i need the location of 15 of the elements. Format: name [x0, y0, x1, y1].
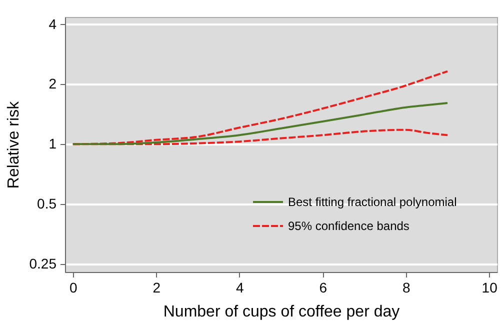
y-axis-title: Relative risk — [5, 100, 22, 189]
y-tick-label: 1 — [48, 136, 57, 152]
y-tick-label: 4 — [48, 16, 57, 32]
x-tick-label: 8 — [402, 280, 410, 296]
x-tick-label: 2 — [152, 280, 161, 296]
legend-label: Best fitting fractional polynomial — [288, 195, 457, 209]
legend-label: 95% confidence bands — [288, 219, 410, 233]
x-tick-label: 6 — [319, 280, 328, 296]
y-tick-label: 0.25 — [29, 256, 57, 272]
y-tick-label: 2 — [48, 76, 57, 92]
y-tick-label: 0.5 — [37, 196, 57, 212]
x-axis-title: Number of cups of coffee per day — [163, 304, 400, 320]
x-tick-label: 10 — [482, 280, 498, 296]
x-tick-label: 4 — [236, 280, 244, 296]
x-tick-label: 0 — [70, 280, 78, 296]
